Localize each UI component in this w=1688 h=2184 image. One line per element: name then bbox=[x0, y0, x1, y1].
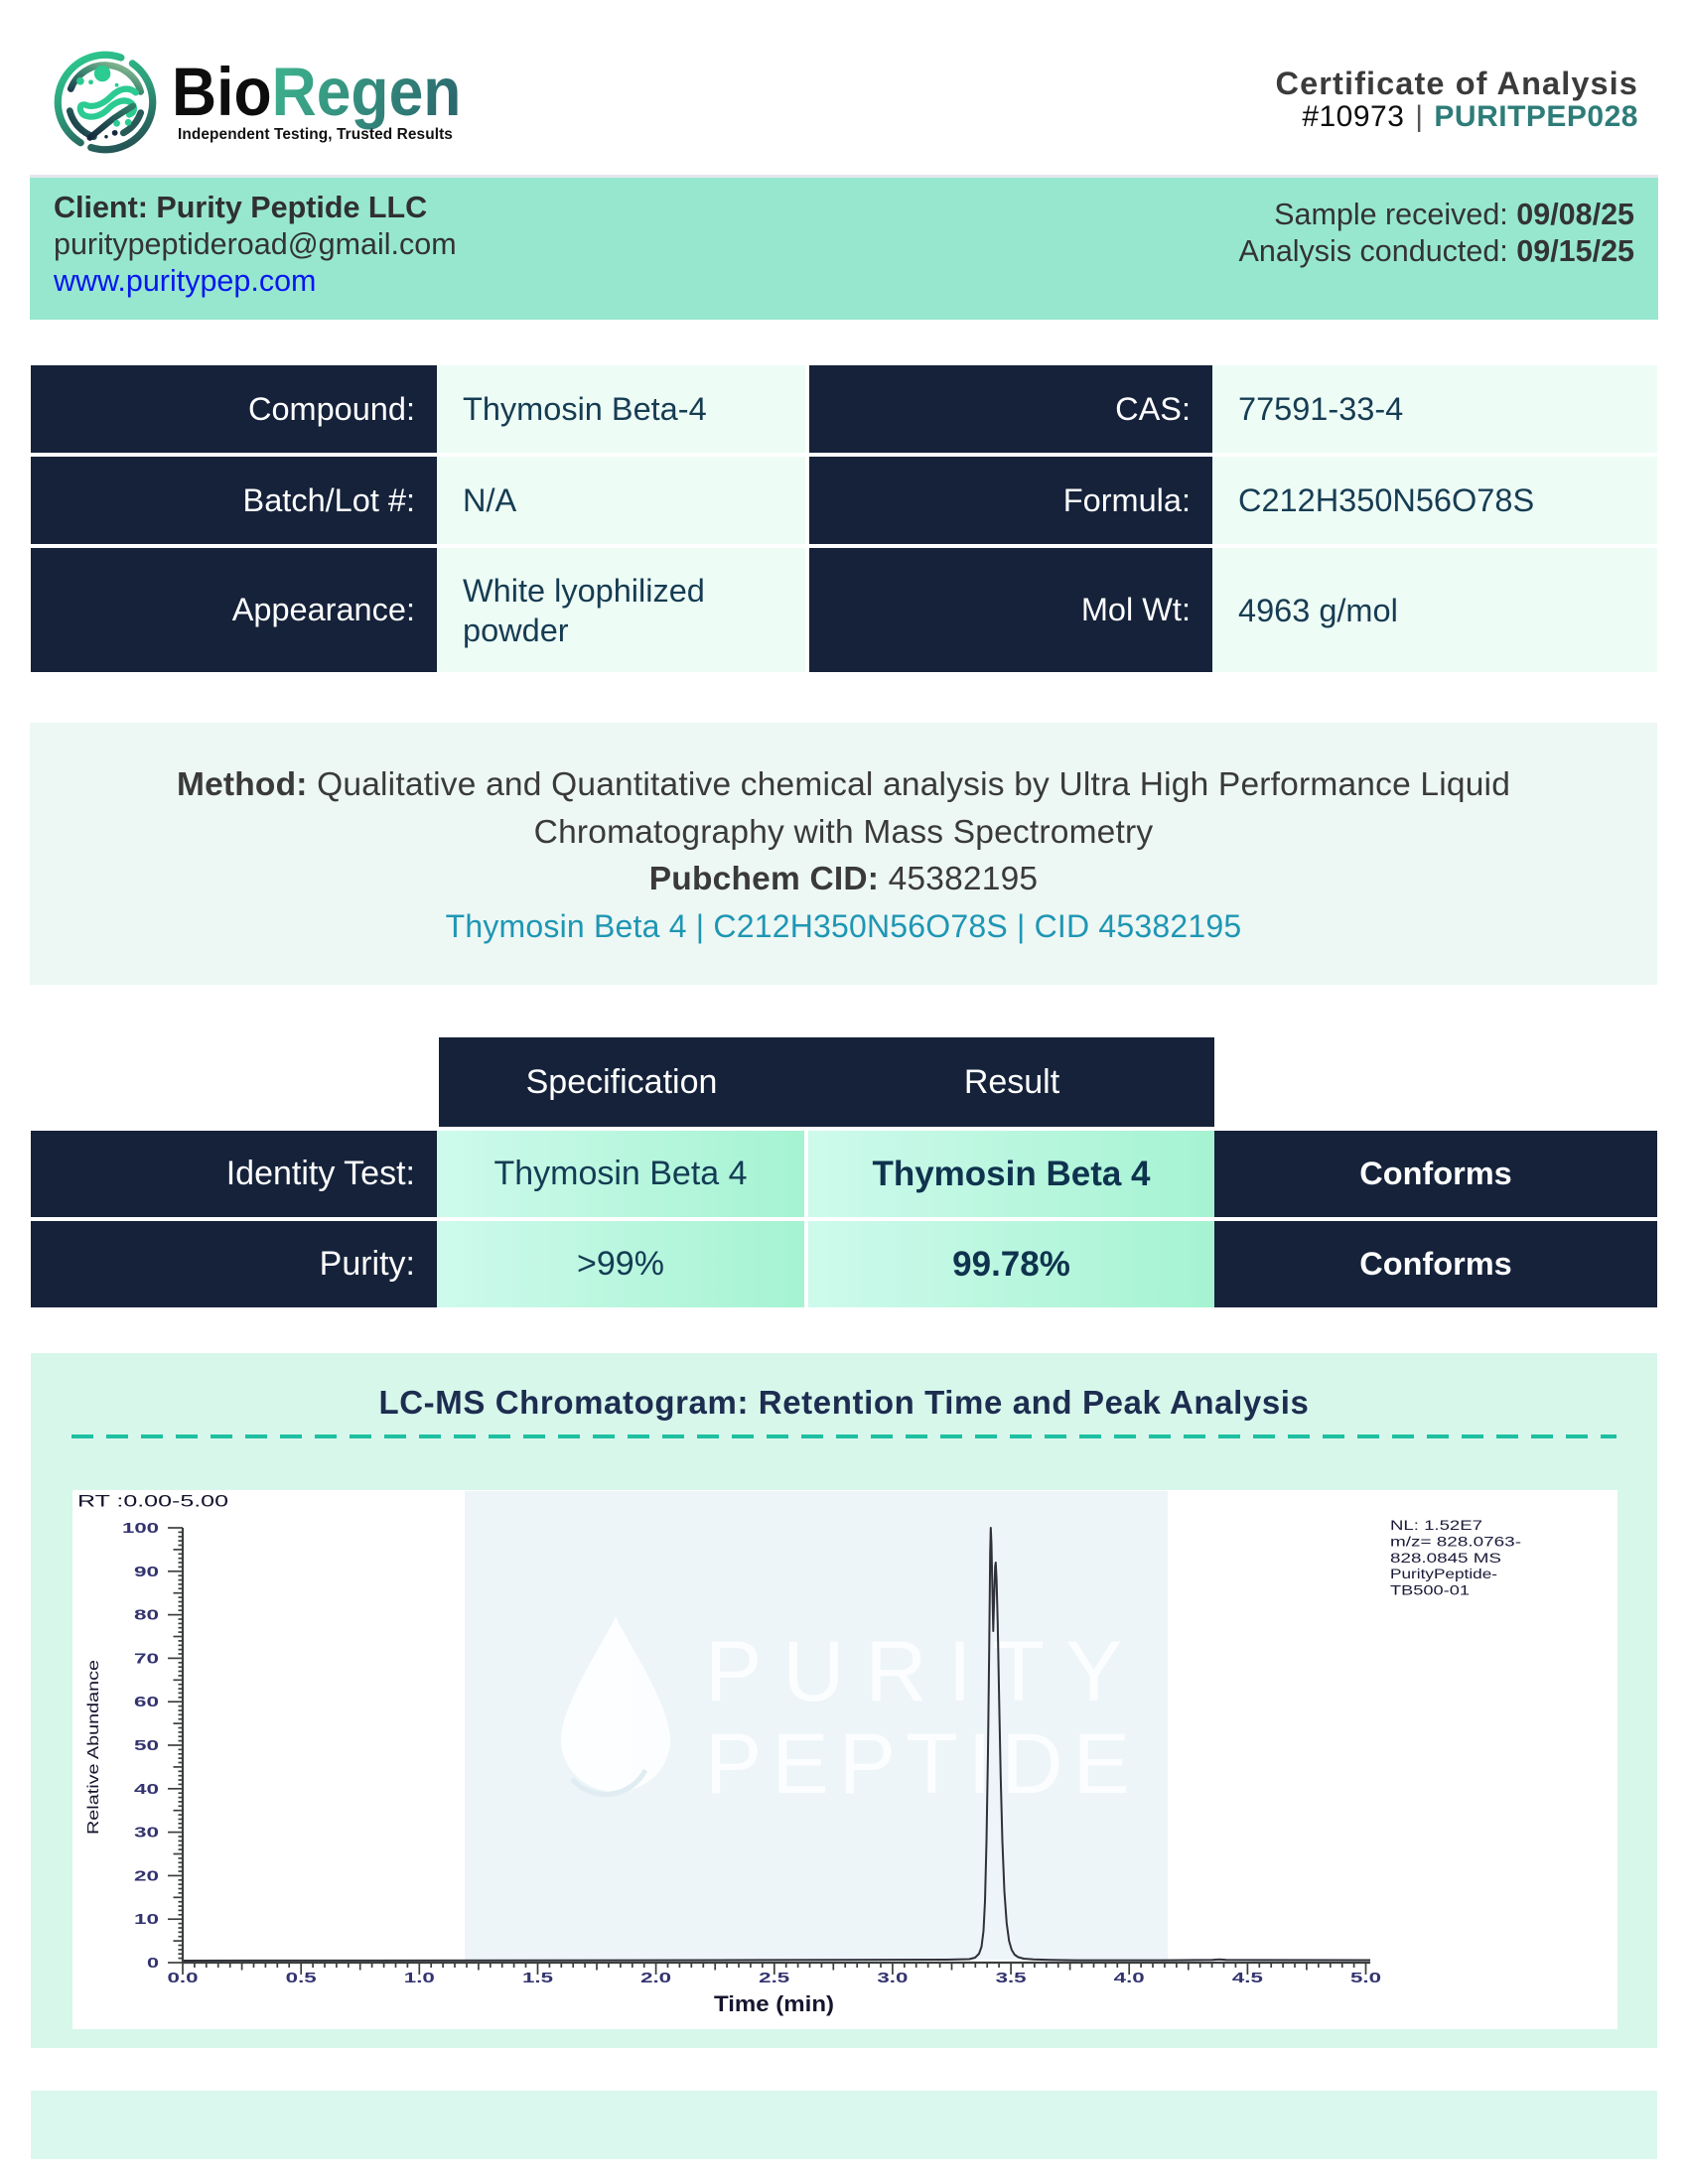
svg-text:4.0: 4.0 bbox=[1114, 1971, 1145, 1986]
svg-text:PurityPeptide-: PurityPeptide- bbox=[1390, 1566, 1497, 1581]
svg-text:0.0: 0.0 bbox=[168, 1971, 199, 1986]
svg-text:Time (min): Time (min) bbox=[714, 1991, 834, 2016]
svg-text:1.5: 1.5 bbox=[522, 1971, 553, 1986]
svg-text:60: 60 bbox=[134, 1695, 159, 1710]
svg-text:1.0: 1.0 bbox=[404, 1971, 435, 1986]
svg-text:70: 70 bbox=[134, 1651, 159, 1667]
svg-text:4.5: 4.5 bbox=[1232, 1971, 1263, 1986]
svg-text:5.0: 5.0 bbox=[1350, 1971, 1381, 1986]
svg-text:90: 90 bbox=[134, 1565, 159, 1580]
svg-text:3.5: 3.5 bbox=[996, 1971, 1027, 1986]
svg-text:PURITY: PURITY bbox=[705, 1624, 1143, 1719]
svg-text:30: 30 bbox=[134, 1826, 159, 1842]
svg-text:PEPTIDE: PEPTIDE bbox=[705, 1716, 1140, 1812]
svg-text:3.0: 3.0 bbox=[877, 1971, 908, 1986]
svg-text:100: 100 bbox=[122, 1521, 159, 1537]
svg-text:40: 40 bbox=[134, 1782, 159, 1798]
svg-text:2.0: 2.0 bbox=[640, 1971, 671, 1986]
svg-text:0.5: 0.5 bbox=[286, 1971, 317, 1986]
svg-text:Relative Abundance: Relative Abundance bbox=[85, 1660, 102, 1835]
svg-text:10: 10 bbox=[134, 1912, 159, 1928]
svg-text:20: 20 bbox=[134, 1868, 159, 1884]
svg-text:NL: 1.52E7: NL: 1.52E7 bbox=[1390, 1517, 1482, 1533]
svg-text:0: 0 bbox=[147, 1956, 159, 1972]
svg-text:RT :0.00-5.00: RT :0.00-5.00 bbox=[77, 1493, 228, 1511]
svg-text:50: 50 bbox=[134, 1738, 159, 1754]
svg-text:80: 80 bbox=[134, 1608, 159, 1624]
svg-text:m/z= 828.0763-: m/z= 828.0763- bbox=[1390, 1533, 1521, 1549]
svg-text:828.0845 MS: 828.0845 MS bbox=[1390, 1550, 1501, 1566]
svg-text:TB500-01: TB500-01 bbox=[1390, 1582, 1470, 1598]
svg-text:2.5: 2.5 bbox=[759, 1971, 789, 1986]
